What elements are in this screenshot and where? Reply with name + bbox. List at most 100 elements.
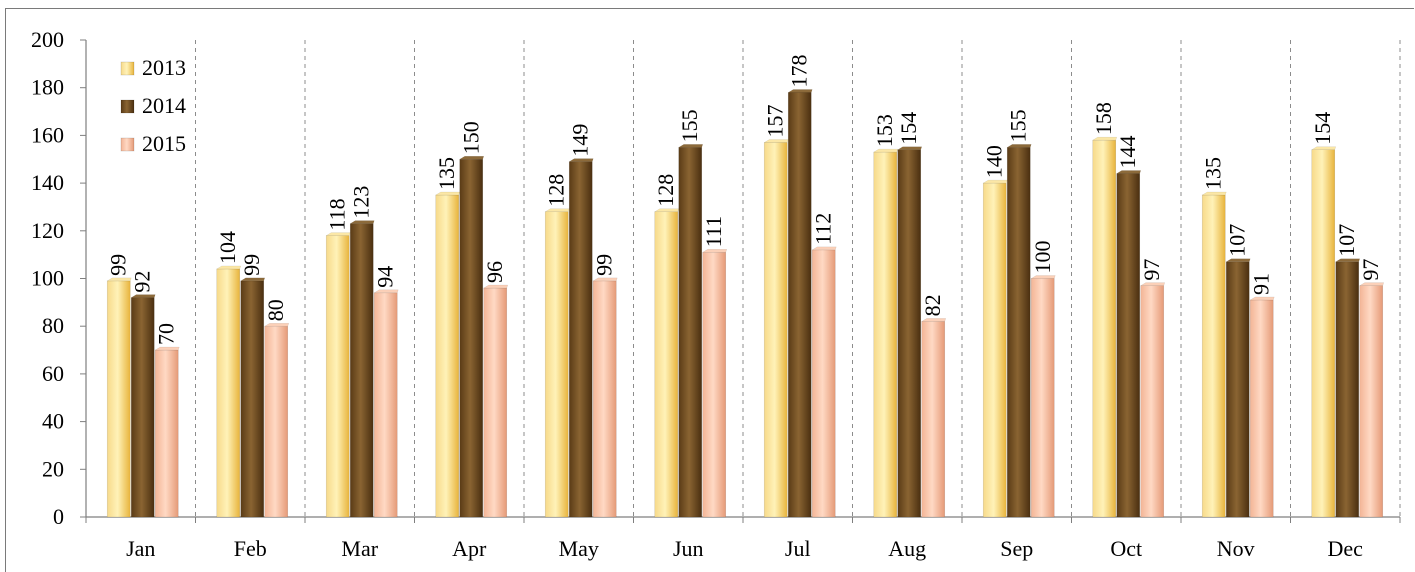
bar-top-2015-aug [920, 318, 947, 322]
bar-top-2015-jun [701, 249, 728, 253]
bar-2015-oct [1140, 285, 1165, 518]
data-label-2015-may: 99 [592, 254, 617, 276]
y-tick-label: 200 [31, 27, 64, 52]
bar-top-2015-may [592, 277, 618, 282]
data-label-2013-sep: 140 [982, 145, 1007, 178]
data-label-2015-aug: 82 [920, 294, 945, 316]
bar-2013-aug [873, 151, 898, 518]
data-label-2015-apr: 96 [482, 261, 507, 283]
bar-2014-jan [130, 297, 155, 518]
bar-2015-apr [483, 287, 508, 518]
data-label-2014-jan: 92 [130, 271, 155, 293]
bar-top-2014-jun [677, 144, 704, 148]
data-label-2014-nov: 107 [1225, 224, 1250, 257]
bar-2014-aug [897, 149, 922, 518]
bar-top-2015-dec [1358, 282, 1385, 286]
bar-2015-jun [702, 251, 727, 518]
y-tick-label: 60 [42, 361, 64, 386]
bar-2015-jul [811, 249, 836, 518]
data-label-2014-feb: 99 [239, 254, 264, 276]
bar-2015-sep [1030, 278, 1055, 518]
legend-swatch-2014 [120, 99, 135, 114]
bar-2013-jun [654, 211, 679, 518]
x-tick-label-may: May [559, 536, 599, 561]
bar-2014-feb [240, 280, 265, 518]
data-label-2014-jun: 155 [677, 109, 702, 142]
bar-top-2015-mar [373, 289, 399, 294]
bar-top-2013-jan [106, 277, 132, 282]
x-tick-label-jun: Jun [673, 536, 704, 561]
y-tick-label: 20 [42, 456, 64, 481]
bar-2015-nov [1249, 299, 1274, 518]
x-tick-label-aug: Aug [888, 536, 926, 561]
data-label-2013-dec: 154 [1310, 112, 1335, 145]
data-label-2013-may: 128 [544, 174, 569, 207]
data-label-2013-feb: 104 [215, 231, 240, 264]
data-label-2014-oct: 144 [1115, 136, 1140, 169]
bar-top-2013-sep [982, 179, 1008, 184]
x-tick-label-mar: Mar [341, 536, 378, 561]
bar-2014-sep [1006, 147, 1031, 518]
bar-2015-jan [154, 349, 179, 518]
bar-2014-oct [1116, 173, 1141, 518]
y-tick-label: 180 [31, 75, 64, 100]
bar-top-2013-mar [325, 232, 351, 236]
bar-2015-dec [1359, 285, 1384, 518]
legend-swatch-2013 [120, 61, 135, 76]
bar-2014-nov [1225, 261, 1250, 518]
x-tick-label-nov: Nov [1217, 536, 1255, 561]
bar-2013-jul [763, 142, 788, 518]
legend-swatch-2015 [120, 137, 135, 152]
bar-top-2013-dec [1310, 146, 1337, 150]
data-label-2014-may: 149 [568, 124, 593, 157]
bar-top-2013-feb [215, 265, 242, 270]
bar-top-2014-may [568, 158, 594, 162]
bar-top-2015-feb [263, 322, 290, 327]
bar-top-2013-oct [1091, 136, 1118, 141]
data-label-2015-oct: 97 [1139, 259, 1164, 281]
bar-top-2013-aug [872, 148, 899, 153]
data-label-2015-jul: 112 [811, 213, 836, 245]
y-tick-label: 140 [31, 170, 64, 195]
y-tick-label: 40 [42, 409, 64, 434]
data-label-2013-nov: 135 [1201, 157, 1226, 190]
y-tick-label: 0 [53, 504, 64, 529]
data-label-2013-mar: 118 [325, 198, 350, 230]
bar-2013-jan [106, 280, 131, 518]
x-tick-label-jan: Jan [126, 536, 155, 561]
bar-top-2014-apr [458, 156, 485, 160]
data-label-2014-mar: 123 [349, 186, 374, 219]
bar-2013-apr [435, 194, 460, 518]
data-label-2015-jan: 70 [154, 323, 179, 345]
bar-top-2013-jun [653, 208, 680, 212]
bar-top-2014-jul [787, 89, 813, 93]
bar-top-2014-jan [130, 294, 156, 298]
x-tick-label-dec: Dec [1328, 536, 1364, 561]
data-label-2013-jul: 157 [763, 105, 788, 138]
bar-top-2014-feb [239, 277, 266, 282]
data-label-2013-apr: 135 [434, 157, 459, 190]
bar-top-2014-aug [896, 146, 923, 150]
bar-2015-aug [921, 321, 946, 518]
bar-2014-jul [787, 92, 812, 518]
bar-top-2015-oct [1139, 282, 1166, 286]
bar-top-2013-jul [763, 139, 789, 143]
x-tick-label-feb: Feb [234, 536, 267, 561]
data-label-2013-jan: 99 [106, 254, 131, 276]
data-label-2015-nov: 91 [1249, 273, 1274, 295]
data-label-2015-feb: 80 [263, 299, 288, 321]
bar-top-2013-apr [434, 191, 461, 196]
legend-label-2015: 2015 [142, 131, 186, 156]
y-tick-label: 160 [31, 122, 64, 147]
x-tick-label-apr: Apr [452, 536, 487, 561]
bar-top-2015-nov [1249, 296, 1275, 301]
data-label-2014-sep: 155 [1006, 109, 1031, 142]
bar-2013-dec [1311, 149, 1336, 518]
bar-2015-may [592, 280, 617, 518]
bar-2015-feb [264, 325, 289, 518]
bar-top-2014-sep [1006, 144, 1032, 148]
bar-top-2013-nov [1201, 191, 1227, 196]
bar-top-2014-dec [1334, 258, 1361, 263]
bar-top-2015-jul [811, 246, 837, 251]
bar-2015-mar [373, 292, 398, 518]
